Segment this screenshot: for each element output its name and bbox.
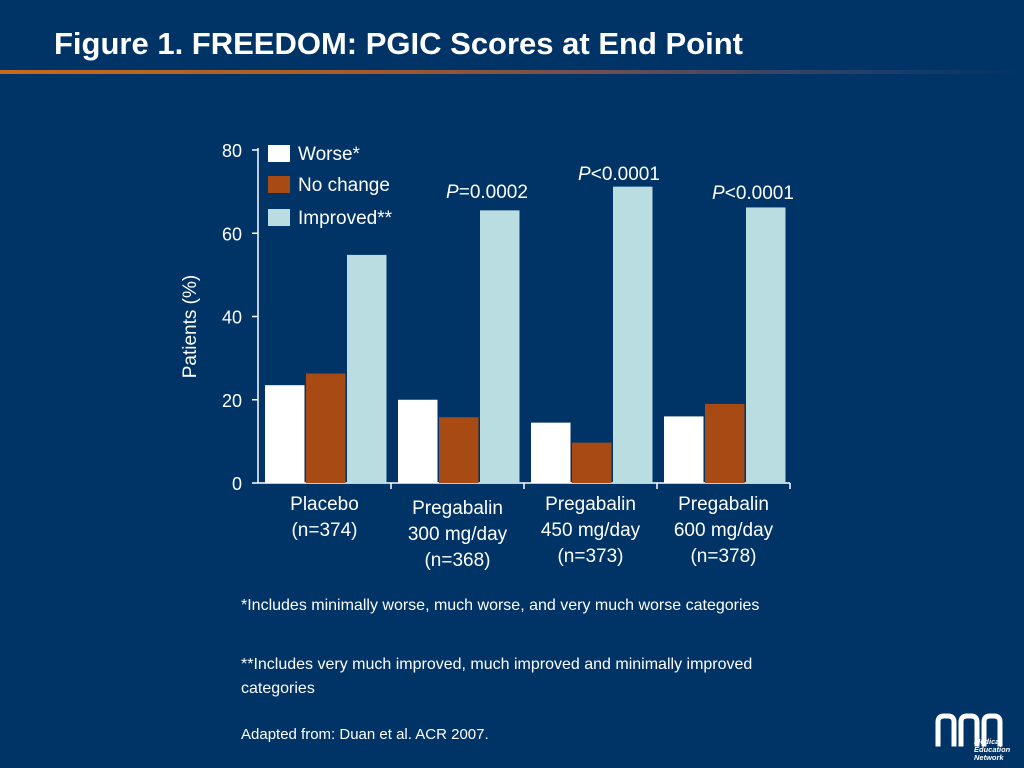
bar-improved xyxy=(746,207,786,483)
legend-swatch-no-change xyxy=(268,176,290,193)
x-category-label: Placebo xyxy=(290,494,359,515)
bar-improved xyxy=(613,186,653,483)
footnote-source: Adapted from: Duan et al. ACR 2007. xyxy=(241,726,489,743)
x-category-label: (n=368) xyxy=(424,550,490,571)
p-value-annotation: P<0.0001 xyxy=(578,164,660,185)
y-tick-label: 80 xyxy=(222,141,242,161)
footnote-worse: *Includes minimally worse, much worse, a… xyxy=(241,597,760,614)
x-category-label: Pregabalin xyxy=(412,498,503,519)
x-category-label: Pregabalin xyxy=(545,494,636,515)
bar-worse xyxy=(398,399,438,483)
bar-chart: 0 20 40 60 80 Patients (%) Placebo (n=374) Prega… xyxy=(180,141,794,571)
y-axis-label: Patients (%) xyxy=(180,275,201,378)
bar-no-change xyxy=(306,373,346,483)
legend-swatch-improved xyxy=(268,209,290,226)
x-category-label: (n=373) xyxy=(557,546,623,567)
bar-improved xyxy=(347,254,387,483)
bar-no-change xyxy=(572,442,612,483)
logo-line-2: Education xyxy=(974,745,1011,754)
bar-worse xyxy=(531,422,571,483)
medical-education-network-logo: Medical Education Network xyxy=(935,713,1011,762)
y-tick-label: 60 xyxy=(222,224,242,244)
bar-worse xyxy=(664,416,704,483)
x-category-label: 450 mg/day xyxy=(541,520,641,541)
y-tick-label: 0 xyxy=(232,474,242,494)
logo-line-1: Medical xyxy=(974,737,1002,746)
legend-label: No change xyxy=(298,175,390,196)
x-category-label: 600 mg/day xyxy=(674,520,774,541)
p-value-annotation: P=0.0002 xyxy=(446,182,528,203)
slide-title: Figure 1. FREEDOM: PGIC Scores at End Po… xyxy=(54,26,743,61)
bar-worse xyxy=(265,385,305,483)
x-category-label: 300 mg/day xyxy=(408,524,508,545)
y-tick-label: 40 xyxy=(222,308,242,328)
legend-swatch-worse xyxy=(268,145,290,162)
bar-no-change xyxy=(705,403,745,483)
p-value-annotation: P<0.0001 xyxy=(712,183,794,204)
y-tick-label: 20 xyxy=(222,391,242,411)
x-category-label: (n=378) xyxy=(690,546,756,567)
legend-label: Improved** xyxy=(298,208,393,229)
logo-line-3: Network xyxy=(974,753,1004,762)
bar-no-change xyxy=(439,417,479,483)
x-category-label: Pregabalin xyxy=(678,494,769,515)
title-rule xyxy=(0,70,1024,74)
footnote-improved: **Includes very much improved, much impr… xyxy=(241,656,753,697)
bar-improved xyxy=(480,210,520,483)
legend-label: Worse* xyxy=(298,144,361,165)
x-category-label: (n=374) xyxy=(291,520,357,541)
